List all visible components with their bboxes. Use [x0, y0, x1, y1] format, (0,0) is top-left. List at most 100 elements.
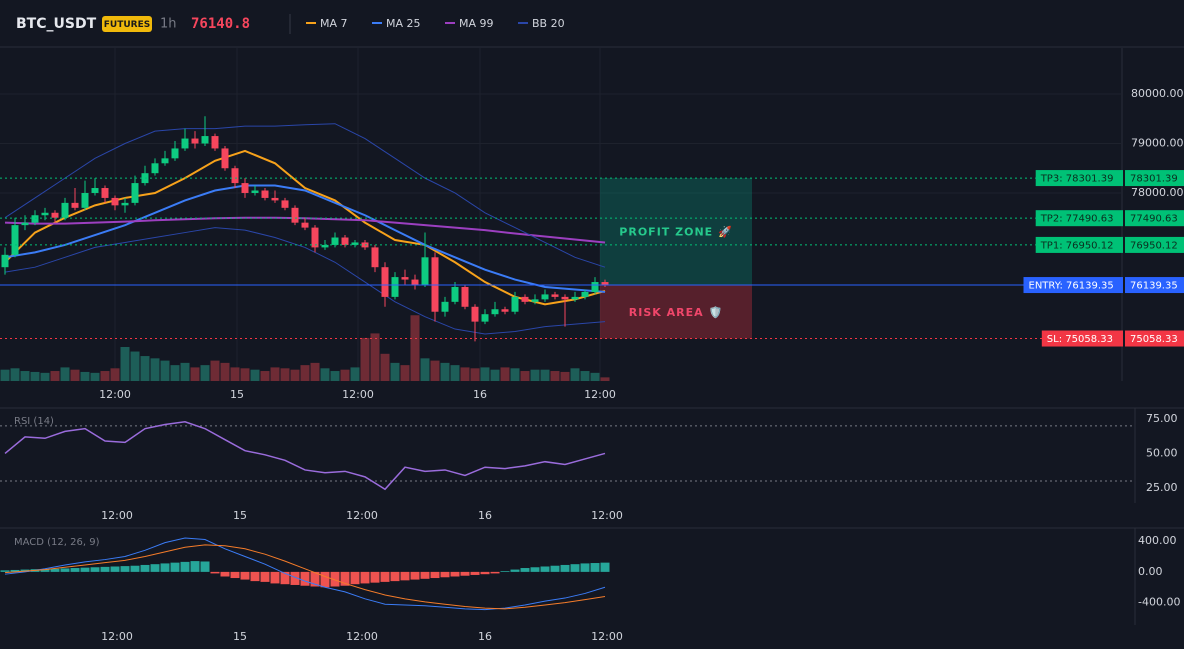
- rsi-tick-label: 75.00: [1146, 412, 1178, 425]
- badge-bg: [102, 16, 152, 32]
- macd-histogram-bar: [220, 571, 230, 577]
- volume-bar: [410, 315, 420, 381]
- time-label: 12:00: [346, 509, 378, 522]
- candle-body: [221, 148, 229, 169]
- candle-body: [581, 291, 589, 297]
- signal-line: [4, 544, 606, 610]
- volume-bar: [240, 368, 250, 381]
- macd-histogram-bar: [300, 571, 310, 586]
- candle-body: [181, 138, 189, 149]
- volume-bar: [350, 367, 360, 381]
- candle-body: [471, 306, 479, 322]
- legend-label: MA 25: [386, 17, 421, 30]
- level-axis-label: 77490.63: [1130, 214, 1178, 225]
- candle-body: [121, 202, 129, 206]
- volume-bar: [440, 362, 450, 381]
- macd-histogram-bar: [180, 561, 190, 572]
- volume-bar: [400, 365, 410, 381]
- macd-histogram-bar: [550, 565, 560, 572]
- volume-bar: [60, 367, 70, 381]
- macd-histogram-bar: [370, 571, 380, 583]
- macd-histogram-bar: [420, 571, 430, 579]
- candle-body: [241, 183, 249, 193]
- candle-body: [481, 314, 489, 322]
- candle-body: [381, 267, 389, 297]
- volume-bar: [380, 353, 390, 381]
- time-label: 12:00: [101, 630, 133, 643]
- macd-histogram-bar: [240, 571, 250, 580]
- volume-bar: [10, 368, 20, 381]
- volume-bar: [30, 371, 40, 381]
- level-axis-label: 76139.35: [1130, 281, 1178, 292]
- macd-histogram-bar: [80, 567, 90, 572]
- candle-body: [131, 183, 139, 203]
- volume-bar: [110, 368, 120, 381]
- macd-histogram-bar: [210, 571, 220, 574]
- candle-body: [501, 309, 509, 312]
- macd-histogram-bar: [340, 571, 350, 586]
- macd-histogram-bar: [430, 571, 440, 579]
- rsi-tick-label: 25.00: [1146, 481, 1178, 494]
- volume-bar: [200, 365, 210, 381]
- zone-label: PROFIT ZONE 🚀: [619, 226, 732, 239]
- level-axis-bg: [1125, 277, 1184, 294]
- volume-bar: [320, 368, 330, 381]
- volume-bar: [540, 369, 550, 381]
- candle-body: [1, 254, 9, 268]
- macd-histogram-bar: [400, 571, 410, 581]
- level-tag-bg: [1023, 277, 1123, 294]
- macd-histogram-bar: [440, 571, 450, 578]
- volume-bar: [70, 369, 80, 381]
- candle-body: [401, 277, 409, 280]
- volume-bar: [160, 360, 170, 381]
- level-axis-label: 75058.33: [1130, 334, 1178, 345]
- candle-body: [291, 207, 299, 223]
- volume-bar: [230, 367, 240, 381]
- volume-bar: [590, 372, 600, 381]
- volume-bar: [260, 371, 270, 381]
- ma-line: [4, 184, 606, 293]
- candle-body: [211, 136, 219, 149]
- macd-histogram-bar: [70, 568, 80, 572]
- volume-bar: [530, 369, 540, 381]
- macd-histogram-bar: [250, 571, 260, 582]
- macd-tick-label: 400.00: [1138, 534, 1177, 547]
- candle-body: [391, 277, 399, 297]
- macd-histogram-bar: [260, 571, 270, 582]
- candle-body: [371, 247, 379, 268]
- volume-bar: [0, 369, 10, 381]
- candle-body: [431, 257, 439, 312]
- macd-histogram-bar: [130, 565, 140, 572]
- macd-histogram-bar: [150, 564, 160, 572]
- volume-bar: [180, 362, 190, 381]
- price-tick-label: 79000.00: [1131, 136, 1184, 149]
- macd-histogram-bar: [50, 568, 60, 572]
- volume-bar: [20, 371, 30, 381]
- volume-bar: [210, 360, 220, 381]
- macd-histogram-bar: [580, 563, 590, 572]
- candle-body: [561, 296, 569, 300]
- volume-bar: [600, 377, 610, 381]
- macd-histogram-bar: [540, 566, 550, 572]
- volume-bar: [80, 371, 90, 381]
- time-label: 12:00: [342, 388, 374, 401]
- volume-bar: [430, 360, 440, 381]
- candle-body: [261, 190, 269, 198]
- level-axis-bg: [1125, 236, 1184, 253]
- level-axis-bg: [1125, 170, 1184, 187]
- macd-histogram-bar: [190, 561, 200, 572]
- badge: FUTURES: [104, 20, 150, 30]
- candle-body: [271, 197, 279, 201]
- macd-tick-label: -400.00: [1138, 596, 1180, 609]
- volume-bar: [170, 365, 180, 381]
- candle-body: [281, 200, 289, 208]
- macd-histogram-bar: [530, 567, 540, 572]
- candle-body: [541, 294, 549, 300]
- volume-bar: [450, 365, 460, 381]
- macd-histogram-bar: [140, 564, 150, 572]
- time-label: 16: [478, 509, 492, 522]
- level-tag: TP3: 78301.39: [1040, 174, 1114, 185]
- legend-label: MA 99: [459, 17, 494, 30]
- candle-body: [551, 294, 559, 297]
- volume-bar: [520, 371, 530, 381]
